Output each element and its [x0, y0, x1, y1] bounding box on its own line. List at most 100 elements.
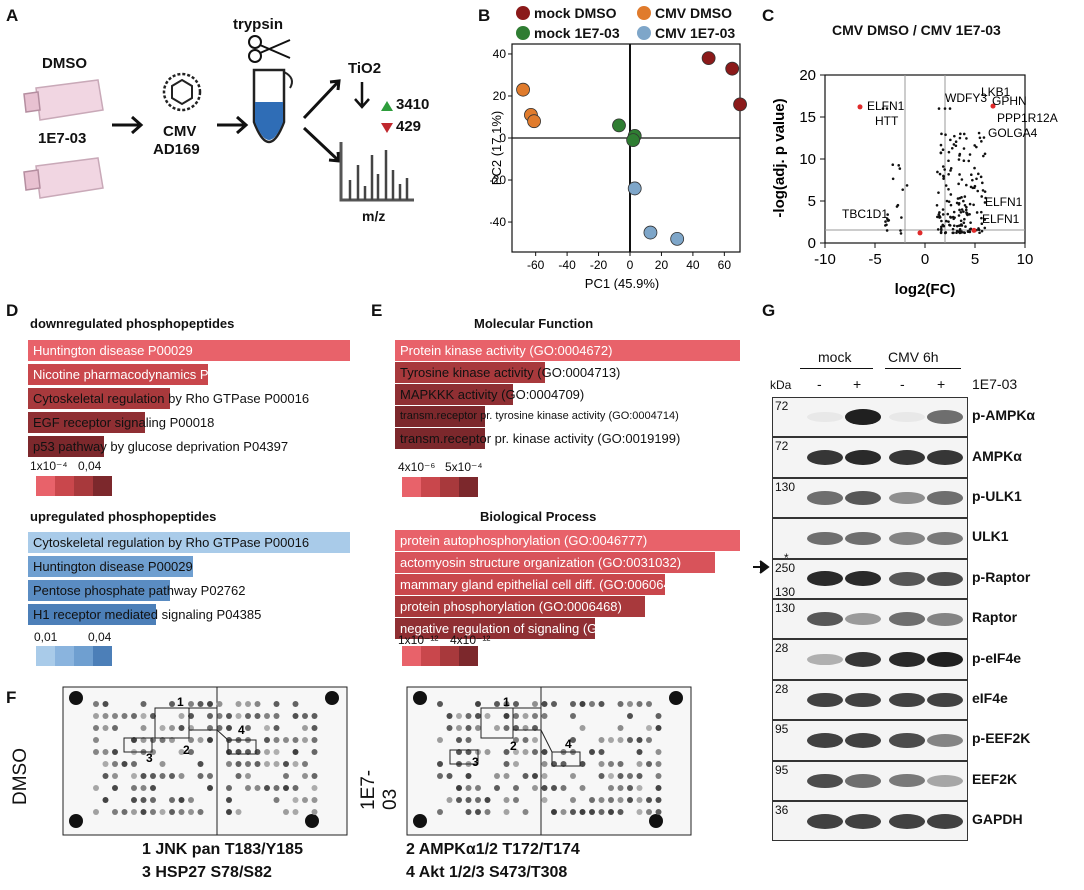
volcano-point	[949, 193, 953, 196]
volcano-point	[966, 230, 970, 233]
array-spot	[235, 701, 242, 707]
volcano-point	[948, 223, 951, 227]
tick-label: -20	[590, 258, 608, 272]
array-spot	[102, 725, 109, 731]
kda-marker: 72	[775, 399, 789, 413]
array-spot	[627, 701, 633, 707]
volcano-point	[957, 214, 961, 217]
array-spot	[646, 761, 652, 767]
tick-label: -20	[490, 173, 506, 187]
array-spot	[532, 773, 538, 779]
volcano-point	[984, 196, 987, 200]
annotation: PPP1R12A	[997, 111, 1058, 125]
array-legend-3: 3 HSP27 S78/S82	[142, 864, 272, 881]
volcano-point	[978, 231, 981, 235]
array-spot	[617, 797, 624, 803]
kda-marker: 36	[775, 803, 789, 817]
array-spot	[235, 809, 242, 815]
array-spot	[197, 809, 204, 815]
panel-label-d: D	[6, 301, 19, 320]
array-spot	[245, 773, 251, 779]
lane-sign: +	[853, 376, 862, 392]
bar	[395, 362, 545, 383]
volcano-point	[979, 210, 983, 214]
array-spot	[636, 773, 643, 779]
array-spot	[456, 797, 462, 803]
array-spot	[513, 761, 519, 767]
volcano-point	[981, 189, 985, 192]
bar-label: Tyrosine kinase activity (GO:0004713)	[400, 365, 621, 380]
bar-label: p53 pathway by glucose deprivation P0439…	[33, 439, 289, 454]
volcano-highlight	[857, 104, 863, 110]
pca-point	[612, 118, 626, 133]
array-spot	[494, 773, 500, 779]
volcano-point	[938, 172, 942, 176]
array-spot	[598, 797, 605, 803]
array-spot	[465, 737, 472, 743]
volcano-point	[964, 225, 967, 228]
array-spot	[655, 809, 662, 815]
bar	[395, 596, 645, 617]
array-spot	[188, 809, 194, 815]
bar	[395, 428, 485, 449]
array-spot	[216, 701, 223, 707]
tube-icon	[252, 68, 293, 144]
array-reference-spot	[669, 691, 683, 705]
volcano-point	[891, 177, 895, 181]
bar-label: actomyosin structure organization (GO:00…	[400, 555, 682, 570]
volcano-point	[963, 195, 967, 198]
volcano-point	[962, 159, 966, 163]
bar	[395, 552, 715, 573]
bar	[28, 436, 104, 457]
blot-band	[845, 773, 881, 788]
volcano-point	[980, 229, 984, 233]
blot-band	[927, 813, 963, 829]
array-spot	[302, 737, 308, 743]
scale-max: 4x10⁻¹²	[450, 633, 491, 647]
scissors-icon	[248, 35, 291, 63]
tick-label: 20	[799, 67, 816, 84]
tio2-label: TiO2	[348, 60, 382, 77]
volcano-point	[955, 224, 959, 228]
blot-band	[845, 813, 881, 829]
legend-swatch	[516, 6, 530, 20]
panel-label-e: E	[371, 301, 383, 320]
blot-band	[807, 450, 843, 466]
array-spot	[513, 749, 519, 755]
volcano-point	[967, 159, 971, 163]
bar-label: mammary gland epithelial cell diff. (GO:…	[400, 577, 683, 592]
volcano-point	[962, 210, 965, 213]
array-spot	[503, 701, 510, 707]
array-spot	[437, 773, 443, 779]
volcano-point	[977, 131, 981, 135]
pca-ylabel: PC2 (17.1%)	[490, 111, 504, 185]
mock-underline	[800, 368, 873, 369]
volcano-point	[976, 189, 980, 193]
blot-strip	[772, 720, 968, 761]
array-spot	[560, 809, 567, 815]
volcano-point	[947, 220, 950, 223]
volcano-point	[905, 184, 909, 187]
kda-marker: 28	[775, 681, 789, 696]
tick-label: 40	[493, 47, 507, 61]
volcano-point	[949, 166, 953, 170]
pca-point	[516, 82, 530, 97]
array-spot	[178, 713, 185, 719]
bar	[28, 556, 193, 577]
array-spot	[636, 797, 643, 803]
array-spot	[560, 785, 567, 791]
tick-label: 0	[499, 131, 506, 145]
volcano-point	[958, 196, 962, 200]
array-spot	[627, 713, 633, 719]
volcano-point	[952, 224, 956, 227]
scale-min: 1x10⁻¹²	[398, 633, 439, 647]
pca-xlabel: PC1 (45.9%)	[585, 276, 659, 290]
array-spot	[131, 809, 137, 815]
volcano-point	[886, 219, 890, 222]
array-spot	[608, 809, 614, 815]
array-spot	[140, 809, 147, 815]
array-spot	[608, 737, 614, 743]
volcano-point	[939, 230, 943, 234]
volcano-point	[971, 178, 974, 182]
array-spot	[150, 773, 156, 779]
